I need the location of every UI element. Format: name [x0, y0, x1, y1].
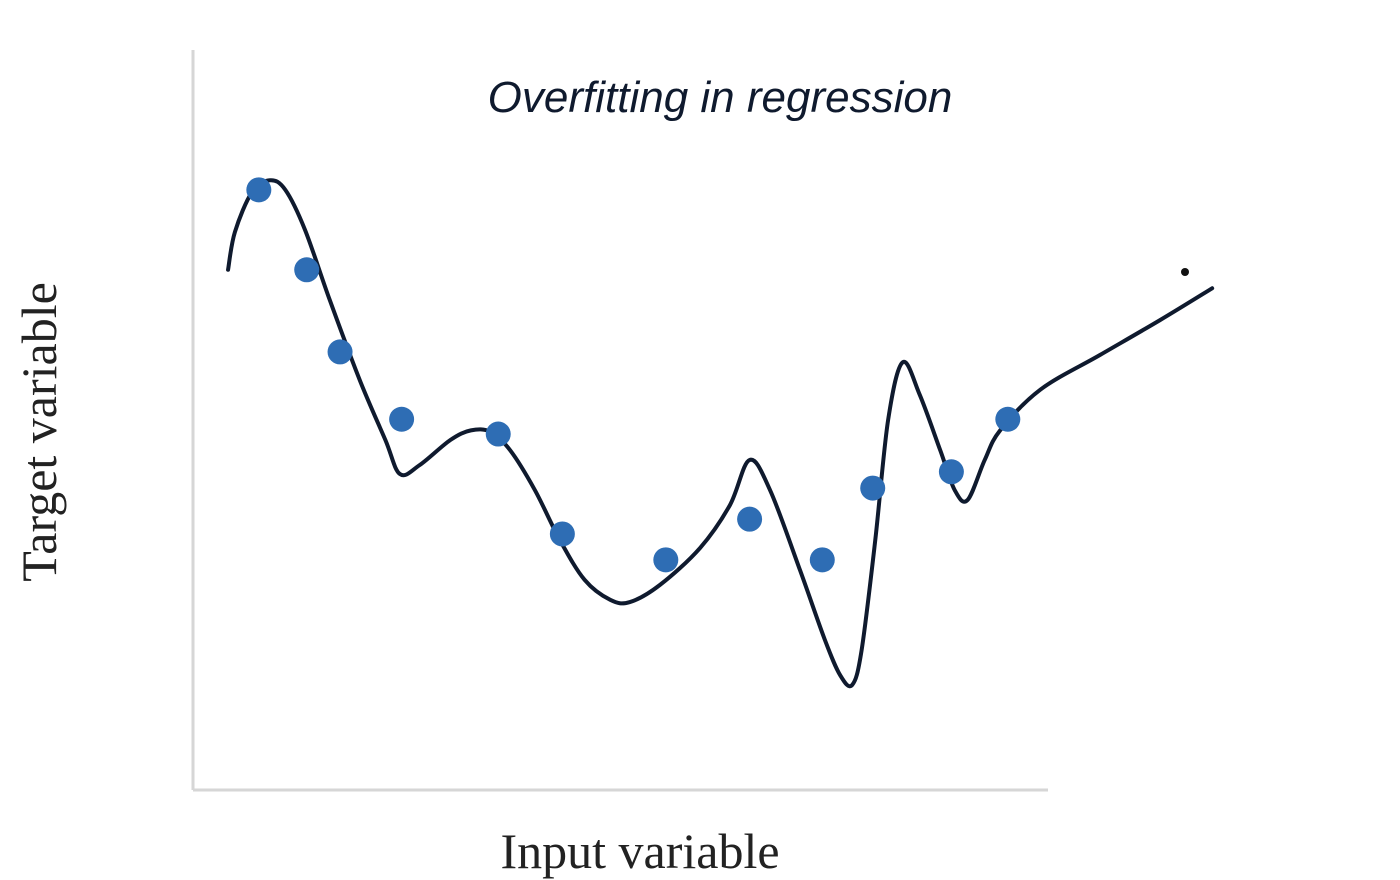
x-axis-label: Input variable — [500, 823, 779, 879]
data-point — [294, 257, 320, 283]
stray-dot — [1181, 268, 1189, 276]
data-point — [485, 421, 511, 447]
data-point — [737, 506, 763, 532]
data-point — [653, 547, 679, 573]
data-point — [860, 475, 886, 501]
data-point — [246, 177, 272, 203]
fit-curve — [226, 178, 1215, 689]
data-point — [389, 406, 415, 432]
data-point — [327, 339, 353, 365]
y-axis-label: Target variable — [11, 282, 67, 582]
chart-title: Overfitting in regression — [488, 73, 953, 122]
data-point — [938, 459, 964, 485]
data-point — [549, 521, 575, 547]
data-point — [809, 547, 835, 573]
data-point — [995, 406, 1021, 432]
